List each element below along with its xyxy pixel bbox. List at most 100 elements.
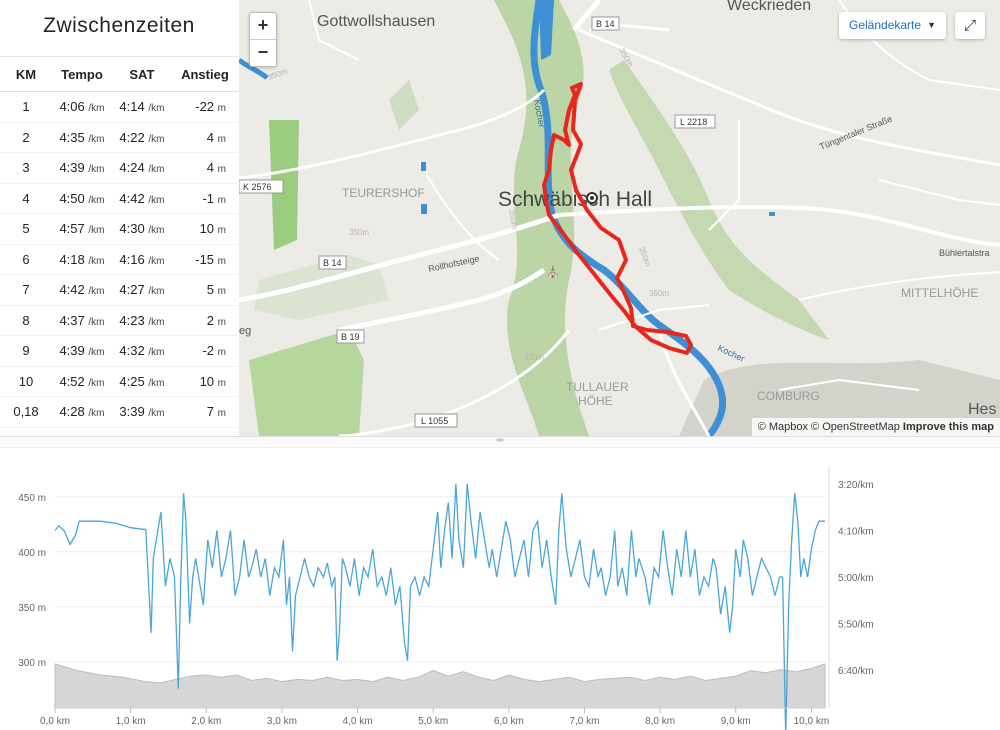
split-elevation: 7 m xyxy=(171,396,238,428)
map-type-dropdown[interactable]: Geländekarte ▼ xyxy=(839,12,946,39)
split-row[interactable]: 1 4:06 /km 4:14 /km -22 m xyxy=(0,91,238,123)
svg-text:350m: 350m xyxy=(524,353,544,362)
svg-text:350m: 350m xyxy=(267,66,289,81)
fullscreen-button[interactable]: ⤢ xyxy=(955,12,985,39)
fullscreen-icon: ⤢ xyxy=(963,17,976,34)
split-elevation: 4 m xyxy=(171,122,238,153)
x-tick-label: 5,0 km xyxy=(418,716,448,727)
split-elevation: 10 m xyxy=(171,366,238,397)
zoom-in-button[interactable]: + xyxy=(257,15,269,35)
route-start-dot xyxy=(590,196,594,200)
svg-text:350m: 350m xyxy=(649,289,669,298)
x-tick-label: 10,0 km xyxy=(794,716,830,727)
grip-icon: ═ xyxy=(496,435,504,446)
col-km: KM xyxy=(0,57,52,92)
forest-shade xyxy=(679,360,1000,436)
split-row[interactable]: 10 4:52 /km 4:25 /km 10 m xyxy=(0,366,238,397)
split-elevation: -22 m xyxy=(171,91,238,123)
resize-handle[interactable]: ═ xyxy=(0,436,1000,448)
split-row[interactable]: 8 4:37 /km 4:23 /km 2 m xyxy=(0,305,238,336)
park-area xyxy=(269,120,299,250)
split-pace: 4:39 /km xyxy=(52,152,112,184)
improve-map-link[interactable]: Improve this map xyxy=(902,421,994,433)
x-tick-label: 1,0 km xyxy=(116,716,146,727)
route-map[interactable]: Kocher Kocher 350m 350m 350m xyxy=(239,0,1000,436)
map-attribution: © Mapbox © OpenStreetMap Improve this ma… xyxy=(751,418,1000,436)
split-row[interactable]: 7 4:42 /km 4:27 /km 5 m xyxy=(0,274,238,306)
river-kocher xyxy=(530,0,727,436)
map-canvas[interactable]: Kocher Kocher 350m 350m 350m xyxy=(239,0,1000,436)
splits-title: Zwischenzeiten xyxy=(0,0,238,57)
split-pace: 4:18 /km xyxy=(52,244,112,275)
poi-icon: ⛪ xyxy=(546,265,560,279)
valley-vegetation xyxy=(494,0,589,436)
split-pace: 4:28 /km xyxy=(52,396,112,428)
col-elev: Anstieg xyxy=(171,57,238,92)
split-elevation: 5 m xyxy=(171,274,238,306)
split-row[interactable]: 3 4:39 /km 4:24 /km 4 m xyxy=(0,152,238,184)
split-row[interactable]: 5 4:57 /km 4:30 /km 10 m xyxy=(0,213,238,245)
split-pace: 4:35 /km xyxy=(52,122,112,153)
y2-tick-label: 4:10/km xyxy=(838,527,874,538)
elevation-area xyxy=(54,663,826,709)
split-pace: 4:06 /km xyxy=(52,91,112,123)
svg-text:Schwäbisch Hall: Schwäbisch Hall xyxy=(498,188,652,211)
split-row[interactable]: 9 4:39 /km 4:32 /km -2 m xyxy=(0,335,238,367)
road-shields: B 14 B 14 B 19 L 2218 K 2576 L 1055 xyxy=(239,16,716,428)
x-tick-label: 8,0 km xyxy=(645,716,675,727)
split-km: 7 xyxy=(0,274,52,306)
split-km: 8 xyxy=(0,305,52,336)
col-gap: SAT xyxy=(111,57,172,92)
split-row[interactable]: 0,18 4:28 /km 3:39 /km 7 m xyxy=(0,396,238,428)
svg-text:Gottwollshausen: Gottwollshausen xyxy=(317,13,435,30)
map-type-label: Geländekarte xyxy=(849,18,922,32)
y2-tick-label: 5:50/km xyxy=(838,620,874,631)
split-gap: 4:22 /km xyxy=(111,122,172,153)
svg-text:Rollhofsteige: Rollhofsteige xyxy=(427,253,480,274)
svg-text:Hes: Hes xyxy=(968,401,996,418)
x-tick-label: 9,0 km xyxy=(721,716,751,727)
zoom-out-button[interactable]: − xyxy=(250,39,276,66)
split-gap: 4:32 /km xyxy=(111,335,172,367)
pace-elevation-chart[interactable]: 300 m 350 m 400 m 450 m 3:20/km 4:10/km 5:00/k… xyxy=(0,446,1000,730)
y-tick-label: 300 m xyxy=(18,658,46,669)
chart-axes: 300 m 350 m 400 m 450 m 3:20/km 4:10/km 5:00/k… xyxy=(18,466,874,727)
split-gap: 4:14 /km xyxy=(111,91,172,123)
split-row[interactable]: 2 4:35 /km 4:22 /km 4 m xyxy=(0,122,238,153)
svg-text:350m: 350m xyxy=(349,228,369,237)
split-row[interactable]: 6 4:18 /km 4:16 /km -15 m xyxy=(0,244,238,275)
y-tick-label: 450 m xyxy=(18,493,46,504)
svg-text:Weckrieden: Weckrieden xyxy=(727,0,811,14)
svg-text:Bühlertalstra: Bühlertalstra xyxy=(939,248,990,258)
splits-table: KM Tempo SAT Anstieg 1 4:06 /km 4:14 /km -2… xyxy=(0,57,238,428)
split-elevation: 2 m xyxy=(171,305,238,336)
split-km: 3 xyxy=(0,152,52,184)
y-tick-label: 350 m xyxy=(18,603,46,614)
split-gap: 4:30 /km xyxy=(111,213,172,245)
caret-down-icon: ▼ xyxy=(927,20,936,30)
attribution-text: © Mapbox © OpenStreetMap xyxy=(757,421,900,433)
split-km: 5 xyxy=(0,213,52,245)
split-pace: 4:52 /km xyxy=(52,366,112,397)
svg-text:B 14: B 14 xyxy=(323,258,342,268)
ponds xyxy=(421,162,775,216)
split-pace: 4:42 /km xyxy=(52,274,112,306)
split-gap: 4:25 /km xyxy=(111,366,172,397)
svg-text:HÖHE: HÖHE xyxy=(578,394,613,408)
split-gap: 4:27 /km xyxy=(111,274,172,306)
x-tick-label: 4,0 km xyxy=(343,716,373,727)
y-tick-label: 400 m xyxy=(18,548,46,559)
svg-text:350m: 350m xyxy=(637,246,652,268)
svg-text:B 19: B 19 xyxy=(341,332,360,342)
svg-text:eg: eg xyxy=(239,325,251,337)
split-row[interactable]: 4 4:50 /km 4:42 /km -1 m xyxy=(0,183,238,214)
svg-text:K 2576: K 2576 xyxy=(243,182,272,192)
slope-vegetation xyxy=(609,60,829,340)
split-pace: 4:57 /km xyxy=(52,213,112,245)
pace-line xyxy=(54,483,825,730)
y2-tick-label: 3:20/km xyxy=(838,480,874,491)
split-gap: 4:42 /km xyxy=(111,183,172,214)
split-elevation: 10 m xyxy=(171,213,238,245)
split-km: 0,18 xyxy=(0,396,52,428)
split-km: 9 xyxy=(0,335,52,367)
